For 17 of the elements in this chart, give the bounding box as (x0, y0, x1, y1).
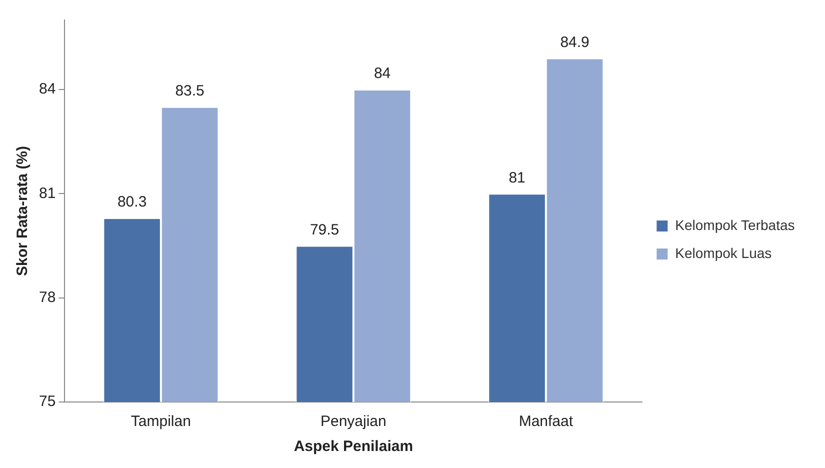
y-tick-label: 81 (38, 184, 56, 202)
x-tick-label: Tampilan (130, 413, 191, 430)
x-tick-label: Penyajian (320, 413, 386, 430)
data-label: 79.5 (310, 221, 340, 238)
data-label: 84 (374, 65, 391, 82)
x-axis-title: Aspek Penilaiam (294, 438, 414, 456)
data-label: 84.9 (560, 34, 590, 51)
data-label: 83.5 (175, 82, 204, 100)
data-label: 81 (508, 169, 526, 186)
y-axis-title: Skor Rata-rata (%) (14, 146, 32, 276)
legend-label: Kelompok Luas (675, 244, 772, 261)
y-tick-label: 75 (38, 393, 56, 410)
x-tick-label: Manfaat (518, 413, 574, 430)
y-tick-label: 78 (38, 288, 56, 306)
data-label: 80.3 (117, 194, 147, 211)
y-tick-label: 84 (38, 80, 56, 98)
legend-label: Kelompok Terbatas (675, 216, 795, 233)
